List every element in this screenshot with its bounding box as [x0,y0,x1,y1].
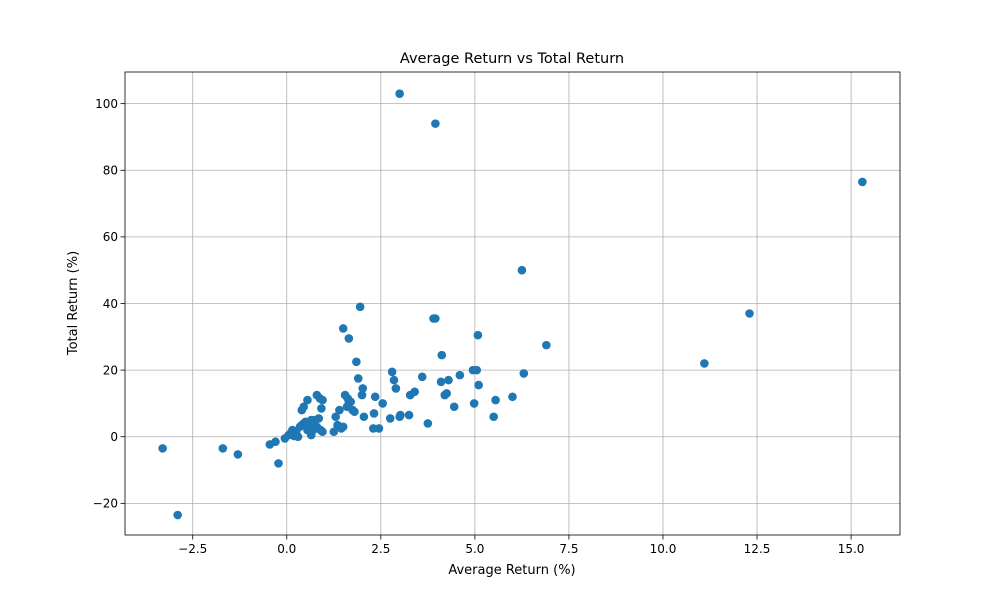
y-axis-label: Total Return (%) [66,251,81,356]
x-tick-label: 2.5 [371,542,390,556]
y-tick-label: 60 [103,230,118,244]
scatter-point [314,414,324,423]
scatter-point [378,399,388,408]
scatter-point [455,370,465,380]
scatter-point [329,427,339,437]
scatter-point [391,384,401,393]
scatter-point [491,395,500,405]
scatter-point [359,412,369,422]
x-tick-label: 10.0 [650,542,677,556]
scatter-point [395,89,404,98]
scatter-point [306,415,316,425]
scatter-point [437,350,447,360]
scatter-point [271,437,280,447]
scatter-point [489,412,498,422]
scatter-point [338,324,348,333]
scatter-point [299,402,309,412]
scatter-point [308,425,318,435]
y-tick-label: 0 [110,430,118,444]
scatter-point [385,414,395,423]
scatter-point [389,375,399,385]
scatter-point [417,372,427,382]
scatter-point [218,444,228,453]
scatter-point [355,302,365,312]
chart-title: Average Return vs Total Return [400,51,624,67]
scatter-point [517,265,527,275]
scatter-point [293,432,303,442]
scatter-point [436,377,446,387]
scatter-point [318,427,327,437]
x-tick-label: 12.5 [744,542,771,556]
y-tick-label: 20 [103,363,118,377]
scatter-point [303,395,312,405]
scatter-point [442,389,451,398]
scatter-point [357,390,367,400]
scatter-point [444,375,453,385]
scatter-point [318,395,327,405]
scatter-point [396,410,405,420]
scatter-point [404,410,414,420]
x-tick-label: 15.0 [838,542,865,556]
scatter-point [233,450,243,459]
scatter-point [352,357,361,367]
x-tick-label: 7.5 [559,542,578,556]
scatter-point [370,392,380,402]
scatter-point [158,444,167,453]
axis-ticks: −2.5 0.0 2.5 5.0 7.5 10.0 12.5 15.0 −20 0 20 40 60 80… [93,97,865,556]
scatter-point [519,369,529,378]
scatter-point [338,422,348,432]
grid-lines [125,72,900,535]
scatter-point [745,309,754,318]
scatter-point [431,314,440,323]
scatter-point [700,359,709,368]
x-axis-label: Average Return (%) [448,563,575,578]
scatter-point [344,334,354,343]
x-tick-label: 5.0 [465,542,484,556]
scatter-point [353,374,363,383]
scatter-point [423,419,433,428]
x-tick-label: 0.0 [277,542,296,556]
scatter-point [431,119,440,128]
scatter-point [350,407,359,417]
scatter-point [858,177,867,187]
scatter-point [473,330,483,340]
scatter-point [274,459,283,468]
x-tick-label: −2.5 [178,542,207,556]
scatter-point [474,380,483,390]
scatter-point [449,402,459,412]
y-tick-label: 40 [103,297,118,311]
y-tick-label: 100 [95,97,118,111]
scatter-point [173,510,182,520]
scatter-point [374,424,384,433]
scatter-point [335,405,344,415]
scatter-point [542,340,551,350]
scatter-point [469,399,479,408]
scatter-point [331,412,340,422]
scatter-point [346,397,356,407]
data-points [158,89,867,520]
scatter-point [410,387,419,397]
scatter-point [387,367,397,377]
scatter-point [317,404,326,413]
scatter-point [508,392,517,402]
scatter-point [472,365,482,375]
y-tick-label: −20 [93,497,118,511]
scatter-point [358,384,368,393]
scatter-point [369,409,379,418]
y-tick-label: 80 [103,164,118,178]
